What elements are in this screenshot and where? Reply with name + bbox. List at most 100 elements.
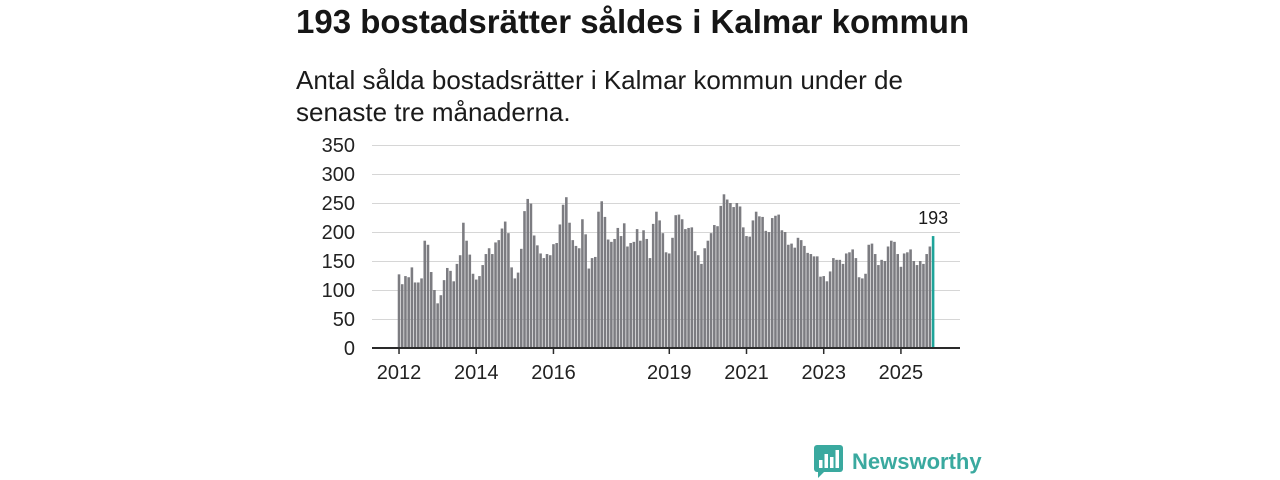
bar: [648, 258, 652, 348]
bar: [497, 240, 501, 348]
bar: [899, 266, 903, 348]
bar: [677, 214, 681, 348]
bar: [880, 259, 883, 348]
bar: [873, 254, 877, 348]
bar: [558, 224, 562, 348]
bar: [565, 197, 568, 348]
bar: [619, 236, 623, 348]
bar: [417, 282, 420, 348]
bar: [854, 258, 858, 348]
bar: [519, 248, 523, 348]
bar: [507, 233, 510, 348]
bar: [584, 234, 587, 348]
bar: [790, 243, 793, 348]
bar: [664, 252, 668, 348]
bar-chart: 0 50 100 150 200 250 300 350 2012 2014 2016 2019 202…: [322, 135, 960, 384]
bar: [886, 246, 890, 348]
bar: [478, 276, 481, 348]
bar: [796, 237, 800, 348]
bar: [404, 276, 407, 348]
bar: [787, 244, 790, 348]
bar-highlight: [931, 236, 935, 348]
bar: [725, 199, 729, 348]
bar: [902, 253, 906, 348]
bar: [555, 243, 558, 348]
bar: [741, 227, 745, 348]
bar: [732, 207, 735, 348]
bar: [713, 225, 716, 348]
y-tick-label: 250: [322, 193, 355, 215]
bar: [420, 278, 423, 348]
bar: [407, 277, 410, 348]
bar: [906, 252, 909, 348]
bar: [532, 235, 536, 348]
bar: [449, 270, 452, 348]
bar: [684, 229, 687, 348]
y-tick-label: 0: [344, 338, 355, 360]
bar: [548, 255, 552, 348]
bar: [745, 236, 748, 348]
bar: [658, 220, 661, 348]
bar: [719, 205, 723, 348]
bar: [799, 240, 803, 348]
x-tick-label: 2016: [531, 362, 576, 384]
chart-bubble-icon: [814, 445, 843, 478]
bar: [606, 239, 610, 348]
bar: [484, 254, 488, 348]
bar: [674, 215, 678, 348]
bar: [806, 252, 809, 348]
bar: [838, 259, 842, 348]
bar: [574, 245, 578, 348]
bar: [639, 240, 642, 348]
bar: [626, 246, 629, 348]
bar: [629, 243, 632, 348]
bar: [893, 241, 896, 348]
bar: [590, 258, 594, 348]
bar: [503, 221, 507, 348]
bar: [803, 245, 806, 348]
bar: [693, 251, 697, 348]
bar: [828, 271, 832, 348]
y-tick-label: 300: [322, 164, 355, 186]
bar: [410, 267, 414, 348]
bar: [613, 238, 616, 348]
bar: [770, 218, 774, 348]
bar: [877, 265, 880, 348]
bar: [397, 274, 401, 348]
chart-subtitle: Antal sålda bostadsrätter i Kalmar kommu…: [296, 65, 903, 127]
x-tick-label: 2023: [801, 362, 846, 384]
icon-bar: [835, 450, 839, 468]
bar: [445, 267, 449, 348]
bar: [455, 263, 459, 348]
x-tick-label: 2014: [454, 362, 499, 384]
bar: [706, 240, 710, 348]
bar: [667, 253, 671, 348]
bar: [436, 303, 439, 348]
bar: [622, 223, 626, 348]
bar: [864, 273, 867, 348]
bar: [571, 240, 575, 348]
bar: [642, 230, 645, 348]
bar: [841, 263, 845, 348]
icon-bar: [830, 457, 834, 468]
bar: [703, 248, 706, 348]
bar: [577, 248, 581, 348]
bar: [610, 241, 613, 348]
bar: [452, 281, 456, 348]
bar: [777, 214, 780, 348]
bar: [870, 243, 874, 348]
bar: [539, 253, 542, 348]
bar: [761, 216, 764, 348]
bar: [529, 203, 533, 348]
bar: [915, 265, 919, 348]
bar: [481, 265, 484, 348]
bar: [568, 222, 571, 348]
bar: [526, 198, 530, 348]
x-tick-label: 2021: [724, 362, 769, 384]
bar: [413, 282, 417, 348]
bar: [468, 254, 472, 348]
bar: [825, 281, 829, 348]
bar: [867, 244, 871, 348]
bar: [896, 254, 899, 348]
bar: [651, 223, 655, 348]
